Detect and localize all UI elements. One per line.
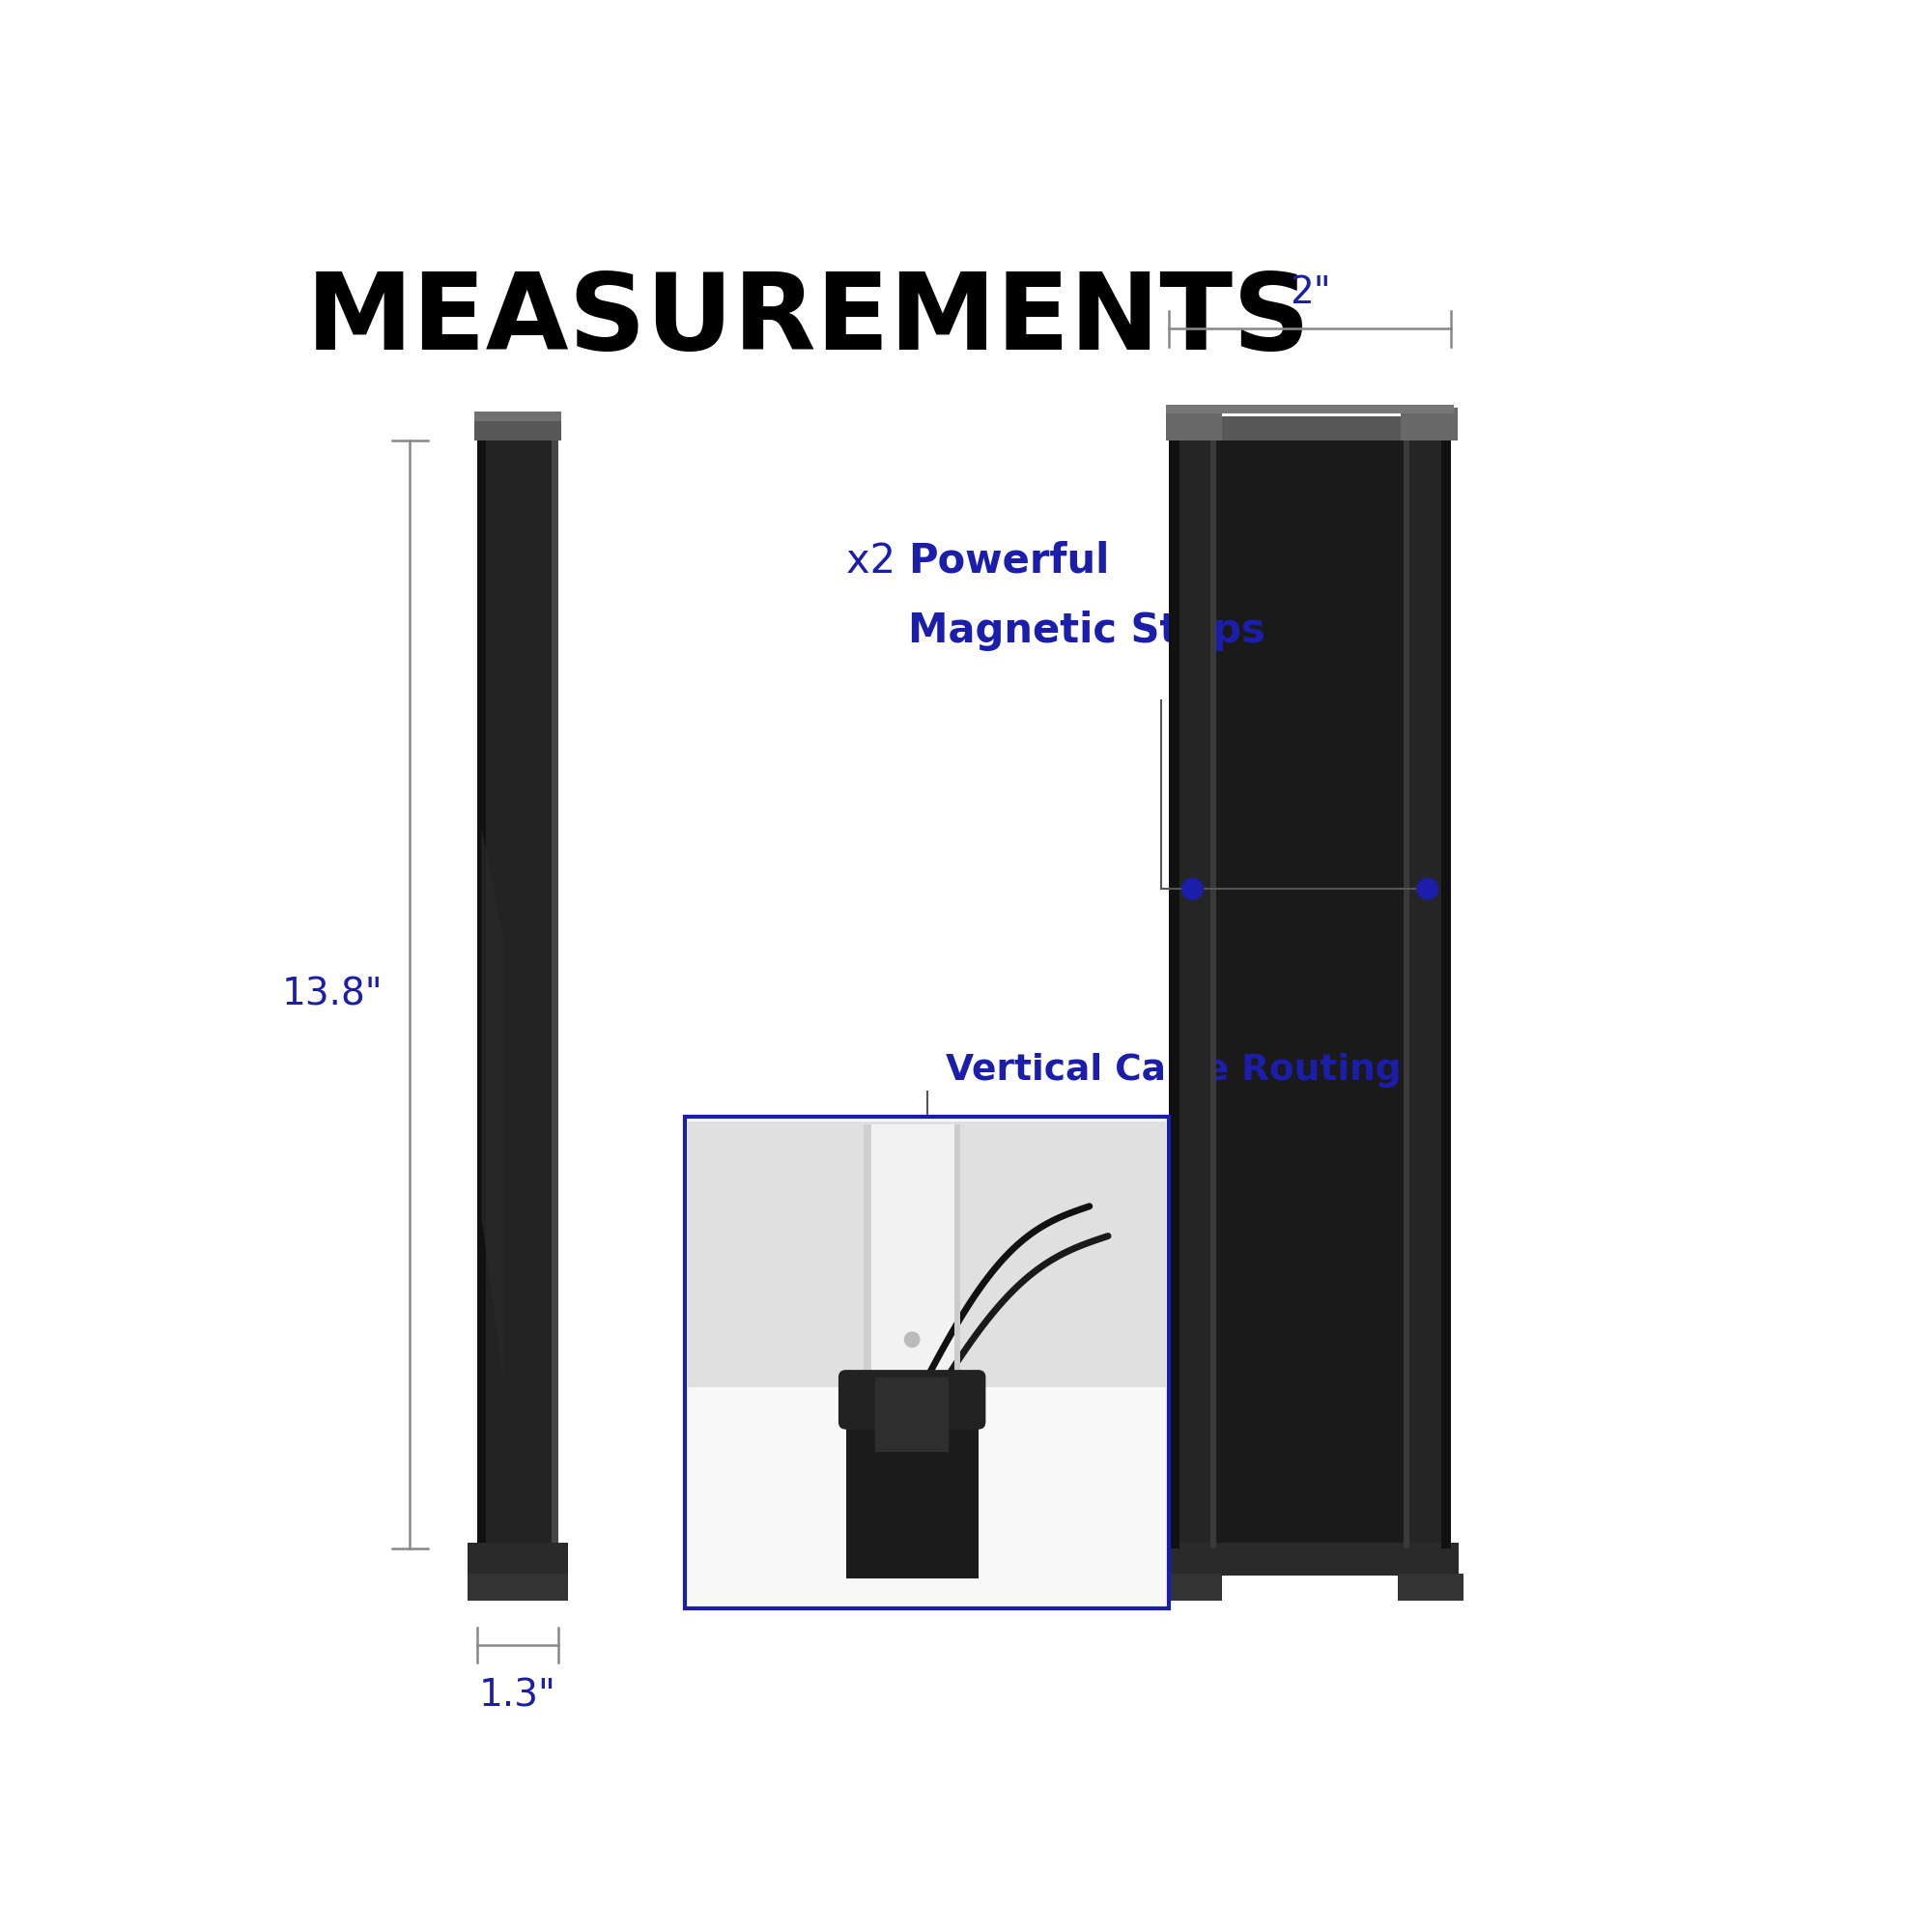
Bar xyxy=(1169,415,1451,440)
Polygon shape xyxy=(481,829,504,1381)
Bar xyxy=(1405,440,1410,1548)
Bar xyxy=(1217,440,1405,1548)
Bar xyxy=(477,440,485,1548)
Bar xyxy=(864,1124,960,1422)
Bar xyxy=(1169,440,1217,1548)
Bar xyxy=(473,412,562,421)
Text: 2": 2" xyxy=(1289,274,1331,311)
Text: x2: x2 xyxy=(846,541,908,582)
Circle shape xyxy=(1416,879,1437,900)
Bar xyxy=(1161,1542,1459,1575)
Bar xyxy=(477,440,558,1548)
Bar xyxy=(468,1542,568,1575)
Bar xyxy=(1169,440,1179,1548)
Bar xyxy=(551,440,558,1548)
Bar xyxy=(875,1378,949,1451)
Bar xyxy=(1401,408,1457,440)
Bar xyxy=(688,1122,1165,1387)
Text: Magnetic Strips: Magnetic Strips xyxy=(908,611,1265,651)
Bar xyxy=(1405,440,1451,1548)
Text: Vertical Cable Routing: Vertical Cable Routing xyxy=(945,1053,1401,1088)
Bar xyxy=(864,1124,871,1422)
Bar xyxy=(1157,1575,1223,1600)
Bar xyxy=(686,1117,1169,1607)
Bar xyxy=(846,1385,978,1578)
Text: Powerful: Powerful xyxy=(908,541,1109,582)
FancyBboxPatch shape xyxy=(838,1370,985,1430)
Text: 1.3": 1.3" xyxy=(479,1677,556,1714)
Text: 13.8": 13.8" xyxy=(282,976,383,1012)
Circle shape xyxy=(1182,879,1204,900)
Circle shape xyxy=(904,1331,920,1347)
Bar xyxy=(954,1124,960,1422)
Bar xyxy=(1165,404,1455,413)
Text: MEASUREMENTS: MEASUREMENTS xyxy=(305,269,1310,373)
Bar xyxy=(1441,440,1451,1548)
Bar xyxy=(1397,1575,1463,1600)
Bar xyxy=(1209,440,1217,1548)
Bar xyxy=(468,1575,568,1600)
Bar xyxy=(473,415,562,440)
Bar xyxy=(1165,408,1223,440)
